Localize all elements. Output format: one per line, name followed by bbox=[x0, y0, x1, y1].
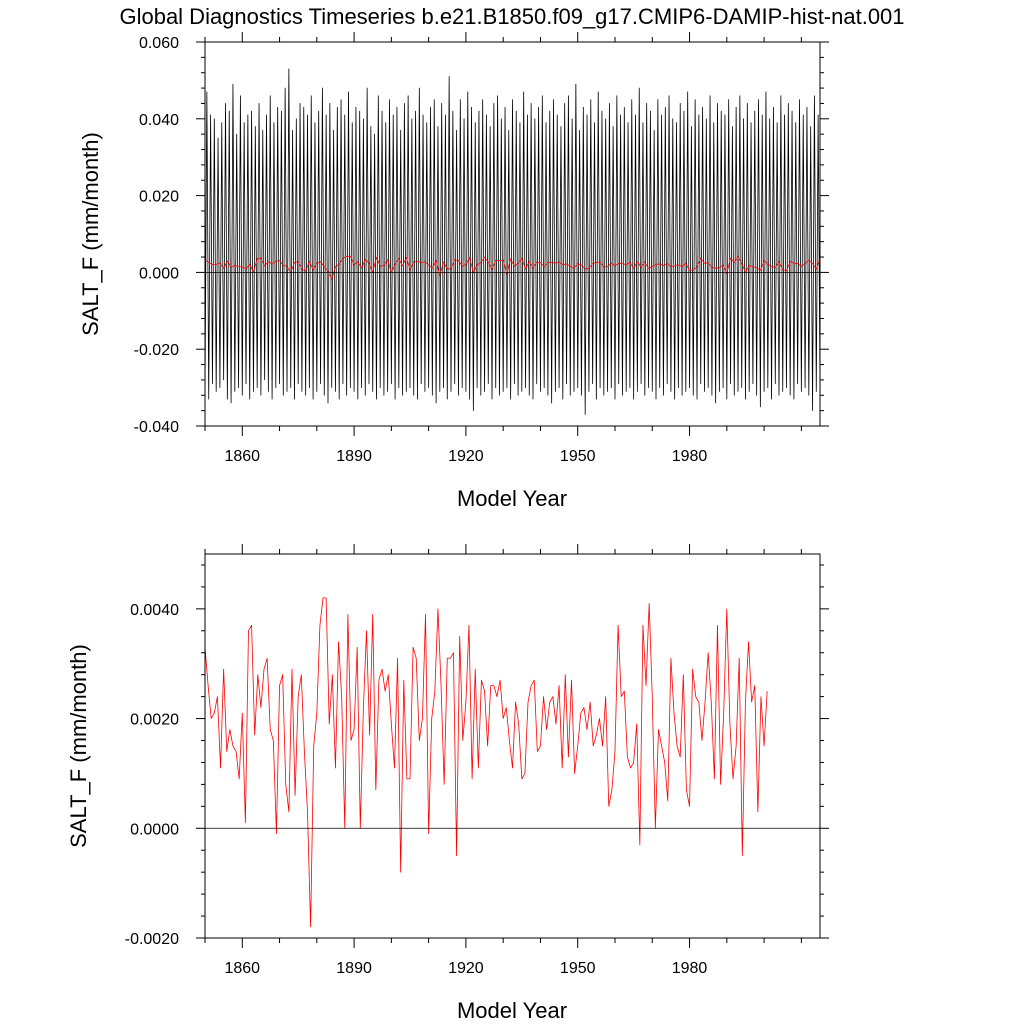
top-series-monthly-line bbox=[204, 68, 821, 415]
bottom-x-tick-label: 1920 bbox=[448, 960, 484, 977]
top-x-tick-label: 1950 bbox=[560, 448, 596, 465]
top-y-tick-label: 0.060 bbox=[139, 35, 179, 52]
top-x-axis-label: Model Year bbox=[457, 486, 567, 511]
figure-title: Global Diagnostics Timeseries b.e21.B185… bbox=[119, 4, 904, 29]
bottom-y-tick-label: -0.0020 bbox=[125, 931, 179, 948]
bottom-y-tick-label: 0.0020 bbox=[130, 712, 179, 729]
bottom-y-tick-label: 0.0040 bbox=[130, 602, 179, 619]
bottom-x-tick-label: 1890 bbox=[336, 960, 372, 977]
top-y-tick-label: 0.020 bbox=[139, 189, 179, 206]
top-x-tick-label: 1860 bbox=[224, 448, 260, 465]
bottom-panel: 1860 1890 1920 1950 1980 -0.0020 0.0000 0.0020 0… bbox=[66, 544, 829, 1023]
top-y-tick-label: -0.020 bbox=[134, 342, 179, 359]
top-y-tick-label: -0.040 bbox=[134, 419, 179, 436]
bottom-x-tick-label: 1950 bbox=[560, 960, 596, 977]
top-x-tick-label: 1980 bbox=[672, 448, 708, 465]
top-plot-area: 1860 1890 1920 1950 1980 -0.040 -0.020 0.000 0.0… bbox=[134, 32, 829, 465]
top-y-tick-label: 0.000 bbox=[139, 265, 179, 282]
top-plot-frame bbox=[204, 41, 821, 427]
bottom-series-annual-mean-line bbox=[204, 597, 768, 928]
bottom-x-tick-label: 1860 bbox=[224, 960, 260, 977]
top-x-tick-label: 1890 bbox=[336, 448, 372, 465]
bottom-x-axis-label: Model Year bbox=[457, 998, 567, 1023]
top-x-tick-label: 1920 bbox=[448, 448, 484, 465]
top-series-annual-mean-line bbox=[204, 255, 821, 280]
bottom-y-axis-label: SALT_F (mm/month) bbox=[66, 644, 91, 848]
bottom-plot-frame bbox=[204, 553, 821, 939]
bottom-plot-area: 1860 1890 1920 1950 1980 -0.0020 0.0000 0.0020 0… bbox=[125, 544, 829, 977]
bottom-x-tick-label: 1980 bbox=[672, 960, 708, 977]
bottom-y-tick-label: 0.0000 bbox=[130, 821, 179, 838]
top-panel: 1860 1890 1920 1950 1980 -0.040 -0.020 0.000 0.0… bbox=[78, 32, 829, 511]
top-y-axis-label: SALT_F (mm/month) bbox=[78, 132, 103, 336]
top-y-tick-label: 0.040 bbox=[139, 112, 179, 129]
